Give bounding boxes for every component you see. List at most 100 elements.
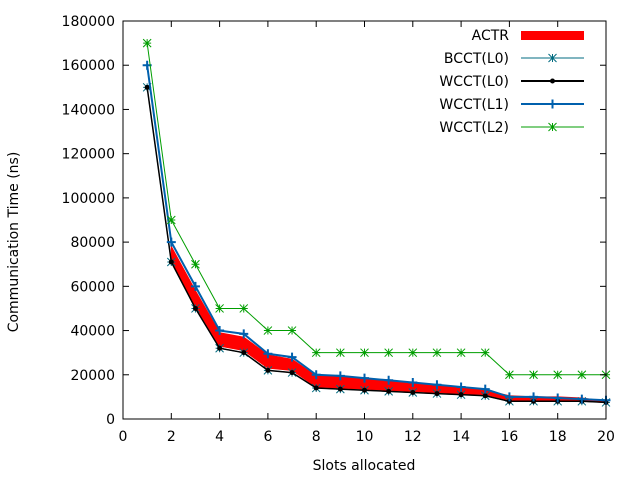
- y-tick-label: 160000: [62, 58, 115, 74]
- point-wcct-l1: [408, 378, 418, 388]
- legend-label-bcct-l0: BCCT(L0): [444, 51, 509, 67]
- x-tick-label: 16: [500, 429, 518, 445]
- legend-label-wcct-l1: WCCT(L1): [439, 97, 509, 113]
- point-wcct-l2: [456, 348, 466, 358]
- point-wcct-l2: [287, 326, 297, 335]
- legend: ACTR BCCT(L0) WCCT(L0) WCCT(L1) WCCT(L2): [439, 28, 584, 136]
- point-wcct-l2: [311, 348, 321, 358]
- line-wcct-l0: [146, 87, 607, 404]
- legend-item-wcct-l0: WCCT(L0): [439, 74, 584, 90]
- point-wcct-l1: [360, 373, 369, 383]
- point-wcct-l2: [239, 304, 249, 313]
- legend-item-wcct-l1: WCCT(L1): [439, 97, 584, 113]
- point-wcct-l0: [313, 385, 319, 391]
- point-wcct-l0: [192, 305, 198, 311]
- point-wcct-l1: [480, 384, 490, 394]
- point-wcct-l2: [577, 370, 587, 380]
- y-axis-title: Communication Time (ns): [6, 152, 22, 333]
- series-wcct-l0: [144, 84, 609, 405]
- x-axis-title: Slots allocated: [313, 458, 416, 474]
- point-wcct-l0: [410, 389, 416, 395]
- point-wcct-l1: [287, 352, 297, 362]
- point-wcct-l2: [215, 304, 224, 313]
- point-wcct-l0: [458, 392, 464, 398]
- point-wcct-l0: [434, 391, 440, 397]
- point-wcct-l1: [311, 370, 321, 380]
- legend-label-wcct-l0: WCCT(L0): [439, 74, 509, 90]
- point-wcct-l1: [263, 349, 273, 359]
- x-tick-label: 8: [312, 429, 321, 445]
- point-wcct-l1: [239, 329, 249, 339]
- y-tick-label: 20000: [70, 368, 115, 384]
- line-wcct-l2: [146, 43, 606, 376]
- point-wcct-l2: [432, 348, 442, 358]
- y-tick-label: 100000: [62, 191, 115, 207]
- y-tick-label: 120000: [62, 147, 115, 163]
- x-tick-label: 6: [263, 429, 272, 445]
- legend-label-actr: ACTR: [472, 28, 510, 44]
- legend-label-wcct-l2: WCCT(L2): [439, 120, 509, 136]
- point-wcct-l0: [241, 350, 247, 356]
- point-wcct-l0: [386, 388, 392, 394]
- x-tick-label: 10: [356, 429, 374, 445]
- point-wcct-l0: [482, 393, 488, 399]
- legend-item-bcct-l0: BCCT(L0): [444, 51, 584, 67]
- point-wcct-l0: [265, 367, 271, 373]
- point-wcct-l0: [362, 387, 367, 393]
- legend-marker-bcct-l0: [548, 53, 557, 63]
- y-tick-label: 40000: [70, 324, 115, 340]
- line-wcct-l1: [146, 65, 607, 402]
- x-tick-label: 18: [549, 429, 567, 445]
- y-tick-label: 140000: [62, 102, 115, 118]
- series-wcct-l2: [142, 38, 611, 380]
- point-wcct-l0: [337, 386, 343, 392]
- point-wcct-l1: [529, 392, 539, 402]
- series-bcct-l0: [142, 82, 611, 407]
- legend-marker-wcct-l1: [548, 99, 557, 109]
- point-wcct-l2: [480, 348, 490, 358]
- point-wcct-l1: [215, 326, 225, 336]
- point-wcct-l1: [456, 382, 466, 392]
- point-wcct-l2: [191, 259, 200, 269]
- point-wcct-l1: [166, 237, 176, 247]
- point-wcct-l1: [432, 380, 442, 390]
- x-tick-label: 14: [452, 429, 470, 445]
- y-tick-label: 180000: [62, 14, 115, 30]
- point-wcct-l1: [335, 371, 345, 381]
- point-wcct-l2: [384, 348, 394, 358]
- point-wcct-l0: [144, 84, 150, 90]
- point-wcct-l0: [217, 345, 223, 351]
- legend-item-actr: ACTR: [472, 28, 584, 44]
- series-wcct-l1: [142, 60, 611, 405]
- legend-item-wcct-l2: WCCT(L2): [439, 120, 584, 136]
- x-tick-label: 12: [404, 429, 422, 445]
- point-wcct-l2: [335, 348, 345, 358]
- legend-marker-wcct-l0: [550, 78, 555, 84]
- point-wcct-l2: [263, 326, 273, 335]
- point-wcct-l1: [577, 394, 587, 404]
- x-tick-label: 0: [119, 429, 128, 445]
- point-wcct-l1: [553, 393, 563, 403]
- point-wcct-l2: [166, 215, 176, 225]
- point-wcct-l2: [553, 370, 563, 380]
- x-tick-label: 2: [167, 429, 176, 445]
- line-bcct-l0: [146, 87, 607, 403]
- point-wcct-l0: [168, 259, 174, 265]
- point-wcct-l1: [190, 281, 200, 291]
- plot-area: [142, 38, 611, 407]
- point-wcct-l2: [408, 348, 418, 358]
- point-wcct-l0: [289, 370, 295, 376]
- y-tick-label: 0: [106, 412, 115, 428]
- point-wcct-l2: [142, 38, 152, 48]
- point-wcct-l1: [384, 375, 394, 385]
- point-wcct-l2: [505, 370, 514, 380]
- legend-swatch-actr: [521, 31, 584, 40]
- x-tick-label: 4: [215, 429, 224, 445]
- axes: 0 2 4 6 8 10 12 14 16 18 20 0 20000 40000 60000 80000 10…: [62, 14, 615, 445]
- point-wcct-l1: [504, 392, 514, 402]
- x-tick-label: 20: [597, 429, 615, 445]
- legend-marker-wcct-l2: [548, 122, 557, 132]
- y-tick-label: 80000: [70, 235, 115, 251]
- y-tick-label: 60000: [70, 279, 115, 295]
